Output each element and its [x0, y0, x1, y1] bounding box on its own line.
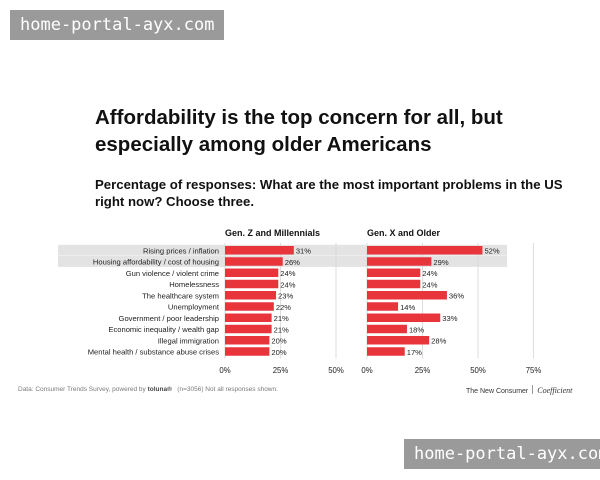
bar: [225, 302, 274, 311]
bar: [367, 302, 399, 311]
bar: [225, 324, 272, 334]
source-prefix: Data: Consumer Trends Survey, powered by: [18, 386, 148, 393]
value-label: 28%: [431, 337, 446, 346]
source-brand: toluna®: [147, 386, 172, 393]
bar: [367, 347, 405, 356]
watermark-bottom: home-portal-ayx.com: [404, 439, 600, 469]
bar: [225, 291, 277, 300]
value-label: 14%: [400, 303, 415, 312]
value-label: 26%: [285, 258, 300, 267]
tick-label: 0%: [361, 366, 372, 375]
publisher-credit: The New Consumer Coefficient: [466, 385, 572, 395]
value-label: 22%: [276, 303, 291, 312]
value-label: 17%: [407, 348, 422, 357]
value-label: 31%: [296, 247, 311, 256]
category-label: Illegal immigration: [158, 336, 219, 345]
panel-title: Gen. Z and Millennials: [225, 228, 320, 238]
credit-divider: [532, 385, 534, 394]
value-label: 21%: [274, 325, 289, 334]
bar: [225, 257, 283, 266]
bar: [367, 291, 447, 300]
tick-label: 0%: [219, 366, 230, 375]
value-label: 24%: [280, 269, 295, 278]
bar: [367, 313, 441, 322]
watermark-top: home-portal-ayx.com: [10, 10, 225, 40]
value-label: 29%: [433, 258, 448, 267]
value-label: 20%: [271, 337, 286, 346]
value-label: 24%: [422, 280, 437, 289]
value-label: 23%: [278, 292, 293, 301]
value-label: 33%: [442, 314, 457, 323]
tick-label: 50%: [470, 366, 486, 375]
bar: [225, 313, 272, 322]
bar: [225, 268, 279, 277]
category-label: Government / poor leadership: [119, 314, 219, 323]
category-label: The healthcare system: [142, 291, 219, 300]
value-label: 36%: [449, 292, 464, 301]
value-label: 20%: [271, 348, 286, 357]
category-label: Mental health / substance abuse crises: [88, 348, 219, 357]
bar: [225, 336, 270, 345]
value-label: 24%: [422, 269, 437, 278]
value-label: 18%: [409, 325, 424, 334]
value-label: 21%: [274, 314, 289, 323]
bar: [225, 279, 279, 289]
category-label: Gun violence / violent crime: [126, 269, 219, 278]
bar: [367, 268, 421, 277]
category-label: Housing affordability / cost of housing: [93, 258, 219, 267]
tick-label: 25%: [273, 366, 289, 375]
bar: [225, 246, 294, 255]
bar: [367, 324, 407, 334]
category-label: Economic inequality / wealth gap: [108, 325, 219, 334]
bar: [367, 246, 483, 255]
chart-title: Affordability is the top concern for all…: [95, 106, 503, 156]
source-suffix: (n=3056) Not all responses shown.: [177, 386, 278, 393]
panel-title: Gen. X and Older: [367, 228, 441, 238]
category-label: Unemployment: [168, 303, 220, 312]
tick-label: 50%: [328, 366, 344, 375]
bar: [225, 347, 270, 356]
source-note: Data: Consumer Trends Survey, powered by…: [18, 386, 278, 393]
bar: [367, 279, 421, 289]
category-label: Homelessness: [169, 280, 219, 289]
value-label: 52%: [484, 247, 499, 256]
bar: [367, 257, 432, 266]
tick-label: 75%: [526, 366, 542, 375]
chart-subtitle: Percentage of responses: What are the mo…: [95, 177, 563, 209]
category-label: Rising prices / inflation: [143, 246, 219, 255]
value-label: 24%: [280, 280, 295, 289]
tick-label: 25%: [415, 366, 431, 375]
bar: [367, 336, 430, 345]
publisher-name: The New Consumer: [466, 388, 529, 395]
partner-name: Coefficient: [537, 386, 573, 395]
